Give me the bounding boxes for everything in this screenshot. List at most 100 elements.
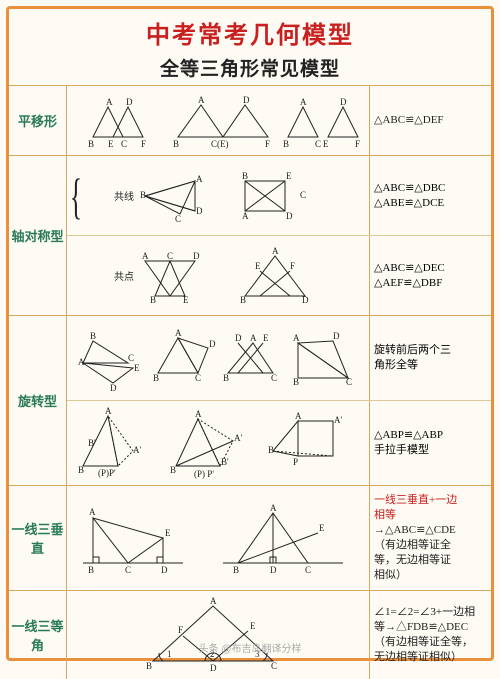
svg-text:D: D bbox=[340, 97, 347, 107]
svg-text:E: E bbox=[323, 139, 329, 149]
note-line: 相等 bbox=[374, 508, 487, 523]
credit-watermark: 头条 @布吉岛翻译分样 bbox=[199, 640, 302, 655]
svg-text:B: B bbox=[88, 565, 94, 575]
svg-text:C: C bbox=[271, 661, 277, 671]
svg-text:B: B bbox=[173, 139, 179, 149]
diagram-cell: ABCDE ABCD ABCDE bbox=[67, 316, 369, 400]
svg-text:E: E bbox=[250, 621, 256, 631]
note-cell: △ABC≌△DEC △AEF≌△DBF bbox=[369, 236, 491, 315]
svg-text:B: B bbox=[88, 139, 94, 149]
diagram-cell: ABC FDE 123 bbox=[67, 591, 369, 679]
note-line: 等→△FDB≌△DEC bbox=[374, 620, 487, 635]
note-line: →△ABC≌△CDE bbox=[374, 523, 487, 538]
svg-text:D: D bbox=[302, 295, 309, 305]
svg-text:A: A bbox=[175, 328, 182, 338]
note-line: 手拉手模型 bbox=[374, 443, 487, 458]
svg-text:E: E bbox=[183, 295, 189, 305]
svg-text:B: B bbox=[242, 171, 248, 181]
svg-text:(P) P': (P) P' bbox=[194, 469, 214, 479]
svg-text:E: E bbox=[286, 171, 292, 181]
note-line: （有边相等证全等， bbox=[374, 635, 487, 650]
svg-text:D: D bbox=[235, 333, 242, 343]
svg-text:B: B bbox=[293, 377, 299, 387]
svg-text:B: B bbox=[153, 373, 159, 383]
svg-text:A: A bbox=[272, 246, 279, 256]
sublabel-line: 共线 bbox=[114, 188, 134, 203]
svg-text:D: D bbox=[196, 206, 203, 216]
svg-text:B: B bbox=[78, 465, 84, 475]
row-rotation: 旋转型 ABCDE ABCD bbox=[9, 316, 491, 486]
note-line: △ABC≌△DEF bbox=[374, 113, 487, 128]
svg-text:A: A bbox=[196, 174, 203, 184]
svg-text:(P)P': (P)P' bbox=[98, 468, 116, 478]
svg-text:C: C bbox=[346, 377, 352, 387]
svg-text:E: E bbox=[319, 523, 325, 533]
svg-text:D: D bbox=[110, 383, 117, 393]
svg-text:A: A bbox=[250, 333, 257, 343]
svg-text:P: P bbox=[293, 457, 298, 467]
row-axial-symmetry: 轴对称型 { 共线 bbox=[9, 156, 491, 316]
svg-text:D: D bbox=[126, 97, 133, 107]
svg-text:B: B bbox=[150, 295, 156, 305]
diagram-cell: AD BE CF AD BC(E)F AD BC bbox=[67, 86, 369, 155]
note-line: 角形全等 bbox=[374, 358, 487, 373]
svg-text:D: D bbox=[210, 663, 217, 673]
svg-text:D: D bbox=[243, 95, 250, 105]
svg-text:B: B bbox=[240, 295, 246, 305]
svg-text:C: C bbox=[125, 565, 131, 575]
note-cell: 旋转前后两个三 角形全等 bbox=[369, 316, 491, 400]
rotation-diagrams-1: ABCDE ABCD ABCDE bbox=[73, 323, 363, 393]
svg-text:B: B bbox=[140, 190, 146, 200]
svg-text:B: B bbox=[268, 445, 274, 455]
note-line: △ABP≌△ABP bbox=[374, 428, 487, 443]
svg-text:C: C bbox=[315, 139, 321, 149]
svg-text:B: B bbox=[283, 139, 289, 149]
diagram-cell: 共线 B A D C bbox=[85, 156, 369, 235]
note-cell: △ABC≌△DEF bbox=[369, 86, 491, 155]
svg-text:A': A' bbox=[334, 415, 342, 425]
svg-text:F: F bbox=[178, 625, 183, 635]
svg-text:A: A bbox=[142, 251, 149, 261]
svg-text:A: A bbox=[106, 97, 113, 107]
svg-text:B: B bbox=[223, 373, 229, 383]
svg-text:C: C bbox=[128, 353, 134, 363]
svg-text:B: B bbox=[90, 331, 96, 341]
row-label: 一线三垂直 bbox=[9, 486, 67, 590]
row-label: 旋转型 bbox=[9, 316, 67, 485]
svg-text:F: F bbox=[141, 139, 146, 149]
svg-text:D: D bbox=[286, 211, 293, 221]
note-cell: 一线三垂直+一边 相等 →△ABC≌△CDE （有边相等证全 等，无边相等证 相… bbox=[369, 486, 491, 590]
rotation-diagrams-2: ABB'(P)P'A' AB(P) P'B'A' bbox=[73, 406, 363, 481]
svg-text:A: A bbox=[78, 357, 85, 367]
svg-text:E: E bbox=[255, 261, 261, 271]
note-line: 一线三垂直+一边 bbox=[374, 493, 487, 508]
row-translation: 平移形 AD BE CF AD BC(E)F bbox=[9, 86, 491, 156]
brace-icon: { bbox=[70, 176, 82, 216]
svg-text:C: C bbox=[167, 251, 173, 261]
svg-text:B: B bbox=[146, 661, 152, 671]
svg-text:C: C bbox=[175, 214, 181, 224]
svg-text:A: A bbox=[210, 596, 217, 606]
diagram-cell: 共点 ADBEC bbox=[85, 236, 369, 315]
svg-text:A: A bbox=[105, 406, 112, 416]
diagram-cell: ABB'(P)P'A' AB(P) P'B'A' bbox=[67, 401, 369, 485]
svg-text:A: A bbox=[89, 507, 96, 517]
note-line: 相似） bbox=[374, 568, 487, 583]
note-cell: ∠1=∠2=∠3+一边相 等→△FDB≌△DEC （有边相等证全等， 无边相等证… bbox=[369, 591, 491, 679]
svg-text:A: A bbox=[293, 333, 300, 343]
svg-text:A: A bbox=[270, 503, 277, 513]
row-label: 一线三等角 bbox=[9, 591, 67, 679]
svg-text:D: D bbox=[161, 565, 168, 575]
svg-text:D: D bbox=[270, 565, 277, 575]
svg-text:B: B bbox=[233, 565, 239, 575]
note-cell: △ABC≌△DBC △ABE≌△DCE bbox=[369, 156, 491, 235]
svg-text:C: C bbox=[195, 373, 201, 383]
equal-angle-diagram: ABC FDE 123 bbox=[73, 596, 363, 674]
axial-line-diagrams: BADC BEADC bbox=[140, 172, 340, 220]
note-cell: △ABP≌△ABP 手拉手模型 bbox=[369, 401, 491, 485]
note-line: △ABE≌△DCE bbox=[374, 196, 487, 211]
svg-text:A: A bbox=[198, 95, 205, 105]
svg-text:D: D bbox=[333, 331, 340, 341]
svg-text:C: C bbox=[305, 565, 311, 575]
note-line: 旋转前后两个三 bbox=[374, 343, 487, 358]
